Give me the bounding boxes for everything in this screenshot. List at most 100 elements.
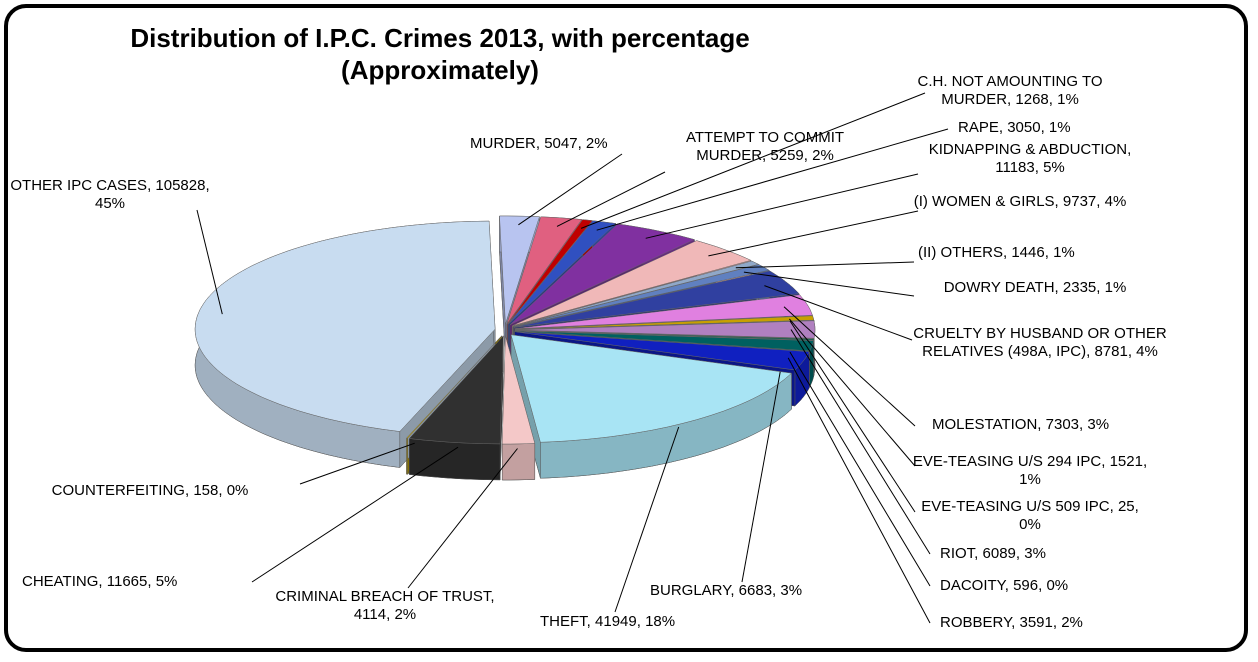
label-name: ROBBERY [940, 614, 1012, 631]
label-percent: 18% [645, 613, 676, 630]
label-percent: 0% [1046, 577, 1069, 594]
leader-line [614, 426, 680, 613]
label-value: 8781 [1094, 343, 1128, 360]
slice [514, 331, 810, 371]
label-name: (II) OTHERS [918, 244, 1003, 261]
data-label: DACOITY, 596, 0% [940, 577, 1069, 594]
leader-line [764, 285, 913, 341]
data-label: ROBBERY, 3591, 2% [940, 614, 1083, 631]
label-value: 6089 [982, 545, 1016, 562]
leader-line [596, 128, 949, 231]
slice-wall [408, 438, 501, 481]
slice [510, 334, 793, 443]
label-name: MOLESTATION [932, 416, 1038, 433]
data-label: C.H. NOT AMOUNTING TO MURDER, 1268, 1% [917, 73, 1103, 108]
leader-line [783, 306, 916, 427]
slice [194, 220, 496, 432]
label-percent: 3% [1087, 416, 1110, 433]
label-value: 5259 [770, 147, 804, 164]
label-name: EVE-TEASING U/S 294 IPC [912, 453, 1102, 470]
label-percent: 1% [1019, 471, 1041, 488]
leader-line [556, 171, 666, 227]
chart-title: Distribution of I.P.C. Crimes 2013, with… [130, 23, 750, 85]
label-value: 11665 [106, 573, 148, 590]
label-percent: 0% [226, 482, 249, 499]
slice [514, 294, 813, 329]
label-percent: 5% [155, 573, 178, 590]
data-label: THEFT, 41949, 18% [540, 613, 676, 630]
leader-line [518, 153, 623, 226]
slice [509, 223, 696, 326]
label-value: 5047 [544, 135, 578, 152]
leader-line [735, 261, 915, 269]
slice [501, 335, 536, 445]
label-percent: 3% [1024, 545, 1046, 562]
label-percent: 3% [780, 582, 803, 599]
leader-line [787, 357, 931, 624]
leader-line [789, 320, 916, 513]
label-percent: 1% [1048, 119, 1071, 136]
data-label: RIOT, 6089, 3% [940, 545, 1046, 562]
label-percent: 0% [1019, 516, 1041, 533]
leader-line [196, 209, 223, 315]
label-percent: 4% [1136, 343, 1158, 360]
slice [512, 240, 752, 327]
slice-wall [406, 437, 408, 475]
label-percent: 5% [1043, 159, 1065, 176]
leader-line [407, 448, 518, 589]
data-label: MOLESTATION, 7303, 3% [932, 416, 1110, 433]
label-name: DACOITY [940, 577, 1005, 594]
data-label: (II) OTHERS, 1446, 1% [918, 244, 1075, 261]
leader-line [789, 351, 931, 587]
leader-line [741, 371, 781, 583]
label-name: CRUELTY BY HUSBAND OR OTHER RELATIVES (4… [913, 325, 1167, 360]
slice [507, 219, 593, 325]
label-percent: 1% [1053, 244, 1075, 261]
label-percent: 1% [1057, 91, 1079, 108]
label-percent: 2% [1061, 614, 1083, 631]
label-value: 41949 [595, 613, 637, 630]
label-name: CRIMINAL BREACH OF TRUST [275, 588, 491, 605]
leader-line [251, 446, 459, 583]
frame [4, 4, 1248, 652]
leader-line [580, 92, 926, 229]
label-percent: 1% [1104, 279, 1127, 296]
label-name: COUNTERFEITING [51, 482, 185, 499]
label-percent: 2% [812, 147, 834, 164]
label-name: DOWRY DEATH [943, 279, 1055, 296]
leader-lines [196, 92, 949, 624]
label-value: 1446 [1011, 244, 1045, 261]
label-name: MURDER [470, 135, 536, 152]
label-value: 6683 [738, 582, 773, 599]
leader-line [708, 210, 919, 257]
label-value: 4114 [353, 606, 387, 623]
data-label: CHEATING, 11665, 5% [22, 573, 178, 590]
data-label: ATTEMPT TO COMMIT MURDER, 5259, 2% [685, 129, 845, 164]
label-value: 25 [1117, 498, 1135, 515]
label-percent: 2% [585, 135, 608, 152]
leader-line [789, 318, 916, 467]
label-value: 596 [1013, 577, 1039, 594]
label-value: 1268 [1015, 91, 1049, 108]
label-name: KIDNAPPING & ABDUCTION [928, 141, 1128, 158]
slice [514, 270, 800, 328]
label-value: 7303 [1045, 416, 1080, 433]
slice [406, 335, 503, 439]
data-label: KIDNAPPING & ABDUCTION, 11183, 5% [928, 141, 1132, 176]
data-label: MURDER, 5047, 2% [470, 135, 608, 152]
label-name: OTHER IPC CASES [10, 177, 148, 194]
slice [506, 216, 583, 325]
label-value: 11183 [995, 159, 1035, 176]
pie-top [194, 215, 816, 445]
label-name: C.H. NOT AMOUNTING TO MURDER [917, 73, 1103, 108]
label-name: BURGLARY [650, 582, 731, 599]
label-name: ATTEMPT TO COMMIT MURDER [685, 129, 845, 164]
label-name: EVE-TEASING U/S 509 IPC [921, 498, 1110, 515]
data-label: EVE-TEASING U/S 294 IPC, 1521, 1% [912, 453, 1148, 488]
label-percent: 2% [394, 606, 417, 623]
label-name: RAPE [958, 119, 999, 136]
label-name: CHEATING [22, 573, 99, 590]
label-value: 2335 [1062, 279, 1097, 296]
data-label: OTHER IPC CASES, 105828, 45% [10, 177, 210, 212]
data-label: COUNTERFEITING, 158, 0% [51, 482, 249, 499]
